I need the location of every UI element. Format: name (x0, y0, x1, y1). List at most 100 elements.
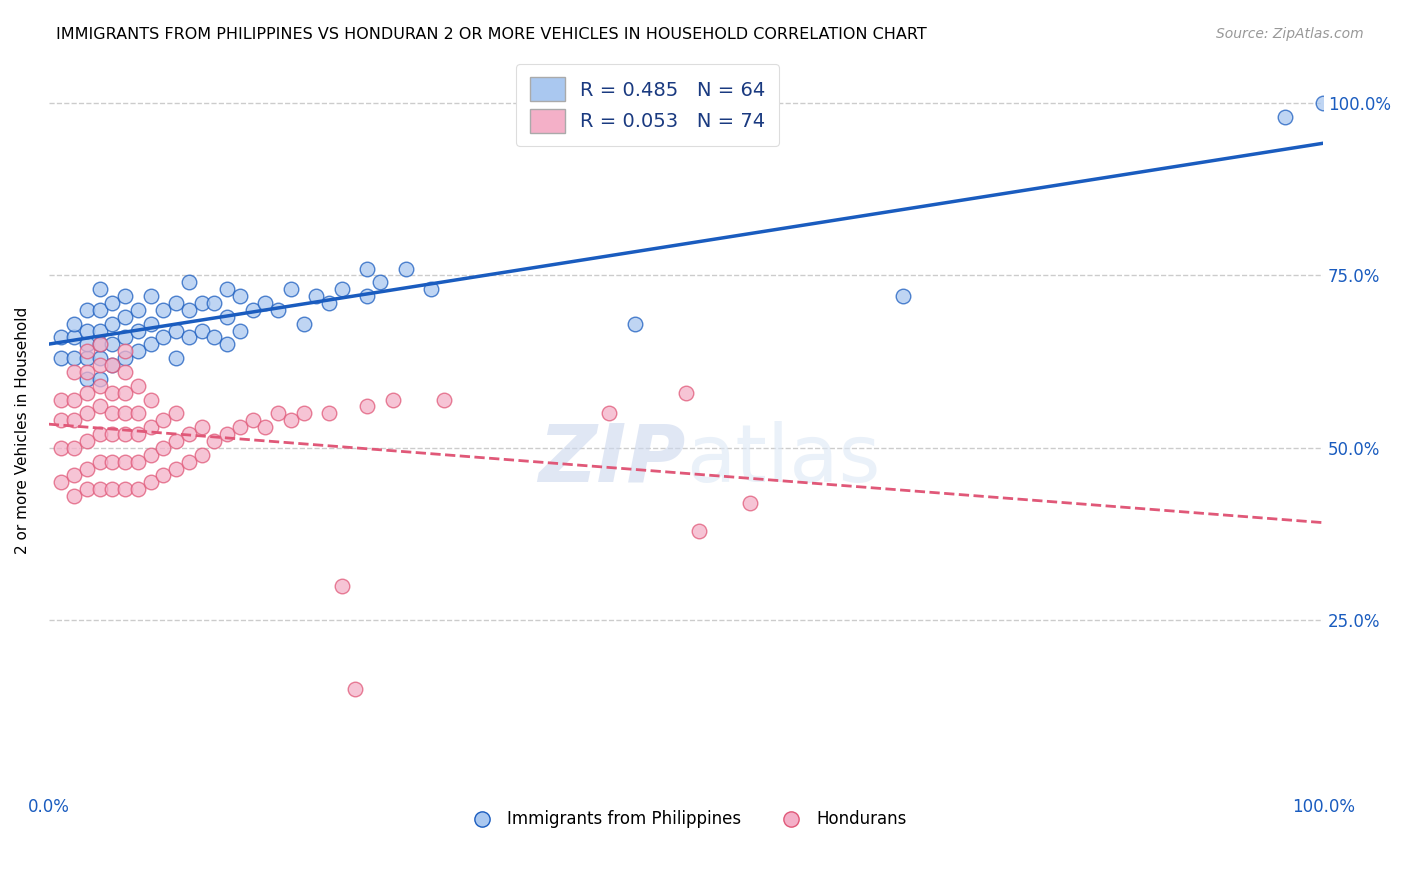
Text: atlas: atlas (686, 420, 880, 499)
Point (229, 289, 252, 303)
Point (114, 344, 136, 359)
Point (76, 372, 98, 386)
Point (190, 420, 212, 434)
Point (139, 392, 162, 407)
Point (114, 351, 136, 366)
Point (114, 482, 136, 496)
Point (89, 372, 111, 386)
Point (356, 400, 378, 414)
Point (229, 420, 252, 434)
Y-axis label: 2 or more Vehicles in Household: 2 or more Vehicles in Household (15, 307, 30, 554)
Point (217, 337, 239, 351)
Point (330, 579, 353, 593)
Point (152, 468, 174, 483)
Point (101, 427, 124, 442)
Point (114, 455, 136, 469)
Point (624, 317, 647, 331)
Point (63, 392, 86, 407)
Point (330, 282, 353, 296)
Point (63, 441, 86, 455)
Point (177, 455, 200, 469)
Point (89, 455, 111, 469)
Point (204, 434, 226, 448)
Point (76, 461, 98, 475)
Point (63, 489, 86, 503)
Point (114, 365, 136, 379)
Point (738, 496, 761, 510)
Point (101, 406, 124, 420)
Point (152, 441, 174, 455)
Point (51, 441, 73, 455)
Point (152, 302, 174, 317)
Point (139, 448, 162, 462)
Point (63, 317, 86, 331)
Point (76, 337, 98, 351)
Point (292, 406, 315, 420)
Point (89, 337, 111, 351)
Point (114, 310, 136, 324)
Point (217, 310, 239, 324)
Point (217, 427, 239, 442)
Point (305, 289, 328, 303)
Text: ZIP: ZIP (538, 420, 686, 499)
Point (89, 324, 111, 338)
Point (127, 324, 149, 338)
Point (139, 337, 162, 351)
Point (101, 358, 124, 372)
Point (267, 406, 290, 420)
Point (267, 302, 290, 317)
Point (101, 337, 124, 351)
Point (76, 385, 98, 400)
Point (165, 406, 187, 420)
Point (76, 365, 98, 379)
Point (242, 302, 264, 317)
Point (51, 413, 73, 427)
Point (165, 434, 187, 448)
Point (229, 324, 252, 338)
Point (89, 427, 111, 442)
Point (114, 385, 136, 400)
Point (190, 296, 212, 310)
Point (101, 358, 124, 372)
Point (165, 324, 187, 338)
Point (598, 406, 620, 420)
Point (190, 448, 212, 462)
Point (177, 427, 200, 442)
Point (165, 351, 187, 366)
Point (280, 282, 302, 296)
Point (76, 351, 98, 366)
Point (356, 261, 378, 276)
Point (292, 317, 315, 331)
Point (101, 455, 124, 469)
Point (101, 296, 124, 310)
Legend: Immigrants from Philippines, Hondurans: Immigrants from Philippines, Hondurans (458, 804, 912, 835)
Point (114, 427, 136, 442)
Text: IMMIGRANTS FROM PHILIPPINES VS HONDURAN 2 OR MORE VEHICLES IN HOUSEHOLD CORRELAT: IMMIGRANTS FROM PHILIPPINES VS HONDURAN … (56, 27, 927, 42)
Point (177, 330, 200, 344)
Point (89, 282, 111, 296)
Point (76, 344, 98, 359)
Point (63, 413, 86, 427)
Point (343, 682, 366, 697)
Point (89, 337, 111, 351)
Point (127, 406, 149, 420)
Point (1312, 95, 1334, 110)
Point (89, 482, 111, 496)
Point (675, 385, 697, 400)
Point (280, 413, 302, 427)
Point (63, 365, 86, 379)
Point (127, 427, 149, 442)
Point (114, 406, 136, 420)
Point (101, 482, 124, 496)
Point (165, 296, 187, 310)
Point (204, 330, 226, 344)
Point (63, 351, 86, 366)
Point (63, 468, 86, 483)
Point (891, 289, 914, 303)
Point (394, 261, 416, 276)
Point (63, 330, 86, 344)
Point (242, 413, 264, 427)
Point (101, 317, 124, 331)
Point (114, 289, 136, 303)
Point (89, 378, 111, 392)
